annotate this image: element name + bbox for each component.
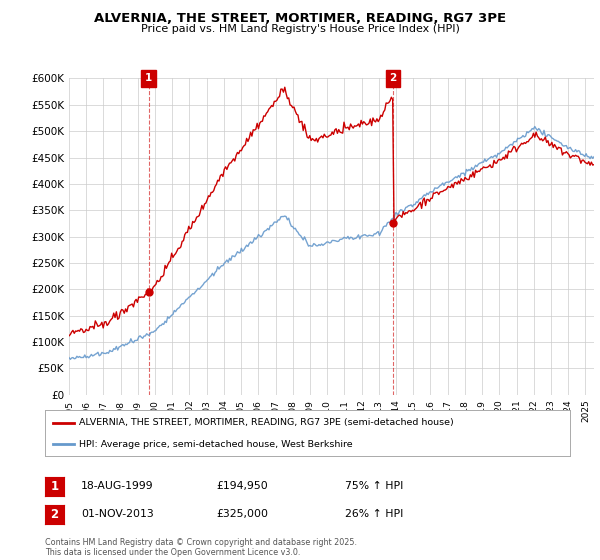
Text: 2: 2	[50, 507, 59, 521]
Text: Price paid vs. HM Land Registry's House Price Index (HPI): Price paid vs. HM Land Registry's House …	[140, 24, 460, 34]
Text: £325,000: £325,000	[216, 509, 268, 519]
Text: 01-NOV-2013: 01-NOV-2013	[81, 509, 154, 519]
Text: 1: 1	[145, 73, 152, 83]
Text: ALVERNIA, THE STREET, MORTIMER, READING, RG7 3PE (semi-detached house): ALVERNIA, THE STREET, MORTIMER, READING,…	[79, 418, 454, 427]
Text: 18-AUG-1999: 18-AUG-1999	[81, 481, 154, 491]
Text: HPI: Average price, semi-detached house, West Berkshire: HPI: Average price, semi-detached house,…	[79, 440, 353, 449]
Text: 26% ↑ HPI: 26% ↑ HPI	[345, 509, 403, 519]
Text: Contains HM Land Registry data © Crown copyright and database right 2025.
This d: Contains HM Land Registry data © Crown c…	[45, 538, 357, 557]
Text: £194,950: £194,950	[216, 481, 268, 491]
Text: 75% ↑ HPI: 75% ↑ HPI	[345, 481, 403, 491]
Text: 2: 2	[389, 73, 397, 83]
Text: ALVERNIA, THE STREET, MORTIMER, READING, RG7 3PE: ALVERNIA, THE STREET, MORTIMER, READING,…	[94, 12, 506, 25]
Text: 1: 1	[50, 479, 59, 493]
